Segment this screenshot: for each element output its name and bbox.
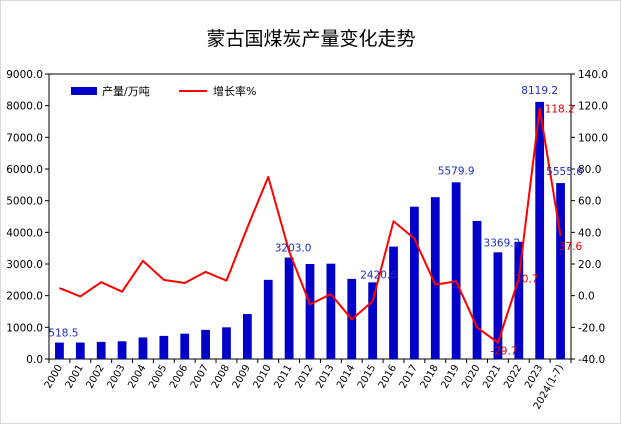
bar <box>76 343 85 359</box>
bar <box>222 327 231 359</box>
x-tick-label: 2016 <box>377 363 399 391</box>
bar-value-label: 5555.6 <box>546 166 583 178</box>
bar <box>201 330 210 359</box>
bar <box>556 183 565 359</box>
chart-title: 蒙古国煤炭产量变化走势 <box>206 28 415 50</box>
x-tick-label: 2023 <box>523 363 545 391</box>
line-value-label: -29.7 <box>490 346 517 358</box>
y-right-tick-label: 120.0 <box>578 101 608 113</box>
bar-value-label: 518.5 <box>48 328 78 340</box>
bar <box>264 280 273 359</box>
y-left-tick-label: 5000.0 <box>6 196 43 208</box>
x-tick-label: 2002 <box>85 363 107 391</box>
bar-series <box>55 102 565 359</box>
bar <box>452 182 461 359</box>
data-labels: 518.5 3203.0 2420.6 5579.9 3369.2 8119.2 5555.… <box>48 85 583 358</box>
y-left-tick-label: 4000.0 <box>6 227 43 239</box>
y-left-tick-label: 2000.0 <box>6 291 43 303</box>
y-left-tick-label: 6000.0 <box>6 164 43 176</box>
bar <box>97 342 106 359</box>
y-right-tick-label: 60.0 <box>578 196 601 208</box>
y-left-tick-label: 9000.0 <box>6 69 43 81</box>
legend-bar-swatch <box>71 87 97 95</box>
bar <box>139 337 148 359</box>
y-left-tick-label: 3000.0 <box>6 259 43 271</box>
x-tick-label: 2010 <box>252 363 274 391</box>
bar <box>306 264 315 359</box>
x-tick-label: 2009 <box>231 363 253 391</box>
x-tick-label: 2004 <box>126 363 148 391</box>
bar <box>118 341 127 359</box>
x-tick-label: 2000 <box>43 363 65 391</box>
legend: 产量/万吨 增长率% <box>71 84 256 98</box>
y-right-tick-label: 0.0 <box>578 291 595 303</box>
bar <box>243 314 252 359</box>
bar <box>389 247 398 359</box>
x-tick-label: 2022 <box>502 363 524 391</box>
y-left-tick-label: 1000.0 <box>6 322 43 334</box>
x-tick-label: 2008 <box>210 363 232 391</box>
y-right-tick-label: -40.0 <box>578 354 605 366</box>
bar <box>180 334 189 359</box>
bar-value-label: 2420.6 <box>360 269 397 281</box>
x-tick-label: 2020 <box>460 363 482 391</box>
x-tick-label: 2005 <box>147 363 169 391</box>
x-tick-label: 2012 <box>293 363 315 391</box>
y-right-tick-label: 100.0 <box>578 132 608 144</box>
x-tick-label: 2019 <box>440 363 462 391</box>
x-tick-label: 2003 <box>105 363 127 391</box>
line-value-label: 37.6 <box>559 241 583 253</box>
bar-value-label: 5579.9 <box>438 165 475 177</box>
line-value-label: 10.7 <box>515 274 538 286</box>
x-tick-label: 2007 <box>189 363 211 391</box>
y-left-tick-label: 0.0 <box>26 354 43 366</box>
bar <box>410 207 419 359</box>
line-value-label: 118.2 <box>545 104 575 116</box>
y-right-tick-label: -20.0 <box>578 322 605 334</box>
legend-bar-label: 产量/万吨 <box>102 84 150 98</box>
bar <box>285 258 294 359</box>
bar <box>326 264 335 359</box>
bar <box>55 343 64 359</box>
bar <box>159 336 168 359</box>
x-tick-label: 2013 <box>314 363 336 391</box>
bar <box>368 282 377 359</box>
legend-line-label: 增长率% <box>213 84 256 98</box>
y-right-tick-label: 40.0 <box>578 227 601 239</box>
x-tick-label: 2021 <box>481 363 503 391</box>
y-left-tick-label: 7000.0 <box>6 132 43 144</box>
bar-value-label: 3203.0 <box>275 243 312 255</box>
y-left-tick-label: 8000.0 <box>6 101 43 113</box>
x-tick-label: 2018 <box>419 363 441 391</box>
x-tick-label: 2014 <box>335 363 357 391</box>
y-right-tick-label: 140.0 <box>578 69 608 81</box>
x-tick-label: 2015 <box>356 363 378 391</box>
bar <box>473 221 482 359</box>
bar-value-label: 3369.2 <box>484 237 521 249</box>
y-right-tick-label: 20.0 <box>578 259 601 271</box>
x-tick-label: 2001 <box>64 363 86 391</box>
x-tick-label: 2006 <box>168 363 190 391</box>
x-tick-label: 2011 <box>272 363 294 391</box>
x-tick-label: 2017 <box>398 363 420 391</box>
bar-value-label: 8119.2 <box>521 85 558 97</box>
